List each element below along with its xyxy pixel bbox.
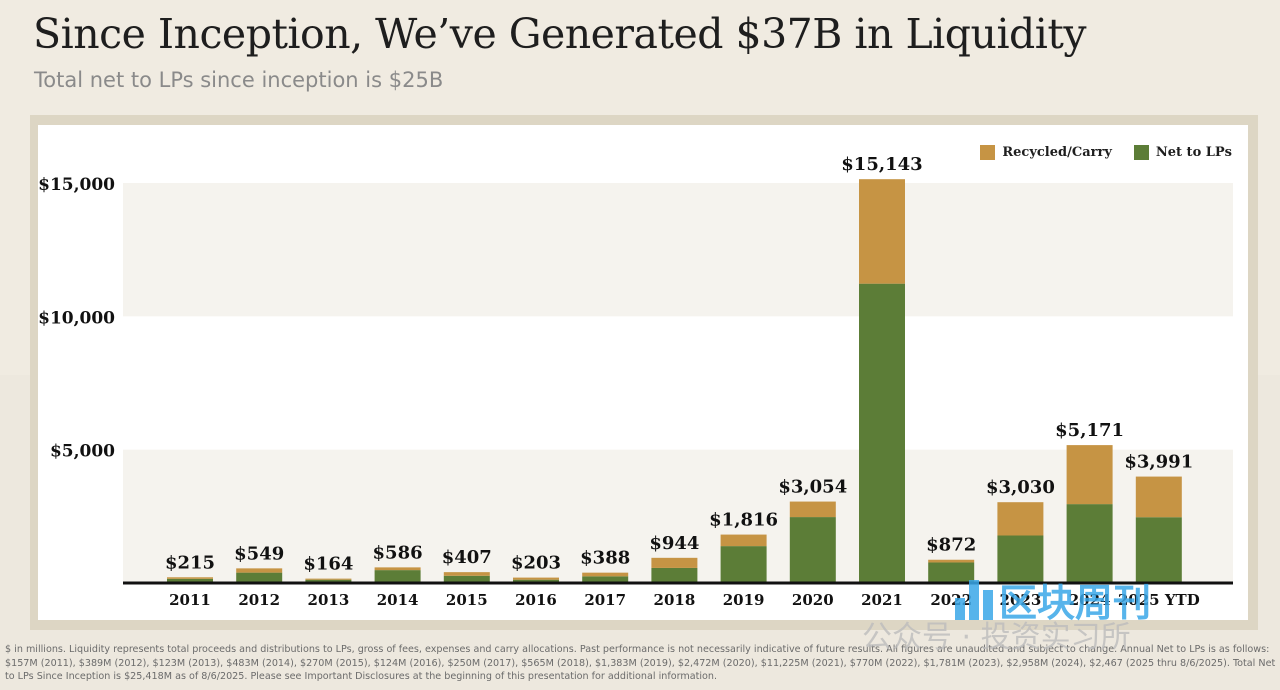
y-tick-label: $15,000 xyxy=(38,175,115,195)
x-tick-label: 2011 xyxy=(169,591,211,609)
bar-recycled-carry xyxy=(789,501,836,518)
footnote: $ in millions. Liquidity represents tota… xyxy=(5,644,1276,682)
liquidity-bar-chart: $5,000 $10,000 $15,000 $215 2011 $549 2012 $164… xyxy=(38,154,1233,609)
bar-net-to-lps xyxy=(997,535,1044,583)
bar-recycled-carry xyxy=(1135,476,1182,518)
bar-net-to-lps xyxy=(928,562,975,583)
bar-total-label: $586 xyxy=(373,542,423,563)
bar-recycled-carry xyxy=(582,572,629,577)
watermark-logo-icon xyxy=(955,579,993,620)
bar-recycled-carry xyxy=(651,557,698,568)
watermark-brand: 区块周刊 xyxy=(999,581,1152,625)
bar-net-to-lps xyxy=(305,579,352,583)
bar-net-to-lps xyxy=(443,575,490,583)
chart-legend: Recycled/Carry Net to LPs xyxy=(980,145,1232,160)
bar-total-label: $388 xyxy=(580,548,630,569)
bar-recycled-carry xyxy=(1066,445,1113,505)
x-tick-label: 2018 xyxy=(654,591,696,609)
x-tick-label: 2016 xyxy=(515,591,557,609)
bar-recycled-carry xyxy=(167,577,213,579)
x-tick-label: 2021 xyxy=(861,591,903,609)
bar-recycled-carry xyxy=(720,534,767,547)
x-tick-label: 2020 xyxy=(792,591,834,609)
legend-label-recycled: Recycled/Carry xyxy=(1002,145,1112,160)
bar-net-to-lps xyxy=(513,579,559,583)
x-tick-label: 2014 xyxy=(377,591,419,609)
legend-item-net: Net to LPs xyxy=(1133,145,1232,160)
bar-net-to-lps xyxy=(167,578,213,583)
x-tick-label: 2012 xyxy=(238,591,280,609)
bar-net-to-lps xyxy=(1135,517,1182,583)
x-tick-label: 2015 xyxy=(446,591,488,609)
bar-net-to-lps xyxy=(582,576,629,583)
bar-recycled-carry xyxy=(443,572,490,576)
x-tick-label: 2017 xyxy=(584,591,626,609)
bar-net-to-lps xyxy=(859,283,905,583)
grid-band xyxy=(123,183,1233,317)
bar-total-label: $3,030 xyxy=(986,477,1055,498)
page-subtitle: Total net to LPs since inception is $25B xyxy=(34,68,444,92)
watermark-subtitle: 公众号 · 投资实习所 xyxy=(862,620,1131,655)
bar-recycled-carry xyxy=(928,559,975,563)
bar-total-label: $5,171 xyxy=(1055,420,1124,441)
bar-net-to-lps xyxy=(651,567,698,583)
bar-net-to-lps xyxy=(789,517,836,583)
y-tick-label: $10,000 xyxy=(38,308,115,328)
y-tick-label: $5,000 xyxy=(50,442,115,462)
x-tick-label: 2019 xyxy=(723,591,765,609)
bar-recycled-carry xyxy=(236,568,283,573)
legend-swatch-net xyxy=(1133,145,1149,160)
bar-total-label: $164 xyxy=(303,554,353,575)
bar-net-to-lps xyxy=(374,570,421,583)
bar-total-label: $203 xyxy=(511,553,561,574)
watermark: 区块周刊 xyxy=(955,572,1151,627)
x-tick-label: 2024 xyxy=(1069,591,1111,609)
bar-recycled-carry xyxy=(374,567,421,571)
bar-net-to-lps xyxy=(236,572,283,583)
x-tick-label: 2023 xyxy=(1000,591,1042,609)
bar-recycled-carry xyxy=(513,577,559,580)
bar-recycled-carry xyxy=(305,578,352,580)
legend-swatch-recycled xyxy=(980,145,996,160)
bar-total-label: $872 xyxy=(926,535,976,556)
legend-item-recycled: Recycled/Carry xyxy=(980,145,1112,160)
bar-recycled-carry xyxy=(997,502,1044,536)
bar-total-label: $1,816 xyxy=(709,510,778,531)
bar-recycled-carry xyxy=(859,179,905,284)
bar-net-to-lps xyxy=(720,546,767,583)
bar-total-label: $944 xyxy=(649,533,699,554)
x-tick-label: 2025 YTD xyxy=(1118,591,1200,609)
bar-total-label: $215 xyxy=(165,552,215,573)
bar-total-label: $3,991 xyxy=(1124,452,1193,473)
x-tick-label: 2013 xyxy=(308,591,350,609)
bar-total-label: $3,054 xyxy=(778,477,847,498)
legend-label-net: Net to LPs xyxy=(1155,145,1232,160)
page-title: Since Inception, We’ve Generated $37B in… xyxy=(33,10,1087,58)
bar-total-label: $549 xyxy=(234,543,284,564)
bar-total-label: $15,143 xyxy=(841,154,922,175)
bar-total-label: $407 xyxy=(442,547,492,568)
bar-net-to-lps xyxy=(1066,504,1113,583)
